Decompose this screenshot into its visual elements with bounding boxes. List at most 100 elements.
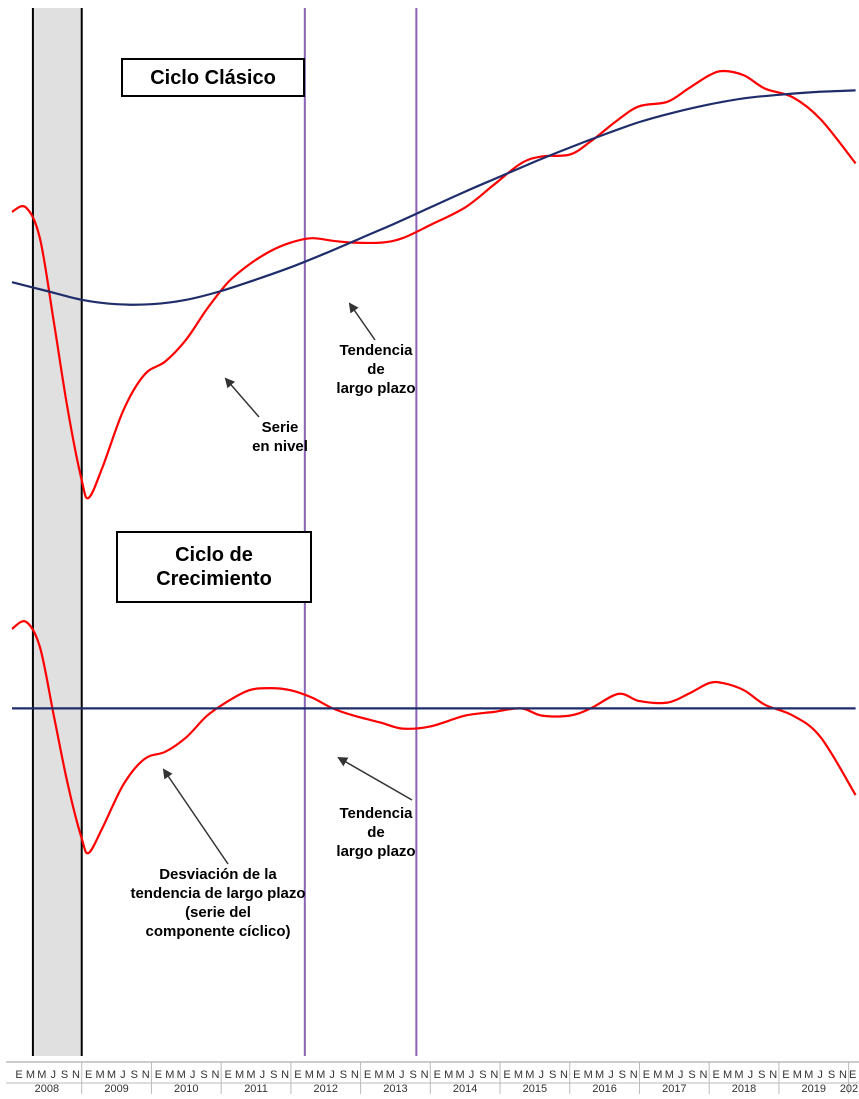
axis-month-label: N — [699, 1069, 707, 1081]
axis-month-label: N — [839, 1069, 847, 1081]
axis-month-label: N — [281, 1069, 289, 1081]
axis-month-label: S — [688, 1069, 695, 1081]
axis-year-label: 2008 — [35, 1083, 59, 1094]
axis-month-label: N — [560, 1069, 568, 1081]
axis-month-label: M — [165, 1069, 174, 1081]
axis-month-label: N — [630, 1069, 638, 1081]
axis-month-label: S — [270, 1069, 277, 1081]
axis-month-label: M — [386, 1069, 395, 1081]
annotation-tendencia-top-line2: de — [367, 361, 385, 378]
axis-year-label: 2018 — [732, 1083, 756, 1094]
axis-month-label: E — [434, 1069, 441, 1081]
annotation-desviacion: Desviación de la tendencia de largo plaz… — [108, 865, 328, 941]
axis-month-label: N — [421, 1069, 429, 1081]
axis-month-label: E — [294, 1069, 301, 1081]
axis-year-label: 2015 — [523, 1083, 547, 1094]
annotation-serie-line2: en nivel — [252, 438, 308, 455]
annotation-tendencia-bottom: Tendencia de largo plazo — [321, 804, 431, 861]
axis-month-label: E — [15, 1069, 22, 1081]
axis-month-label: M — [514, 1069, 523, 1081]
arrow-desviacion — [162, 768, 229, 865]
classic-cycle-series-line — [11, 69, 857, 500]
annotation-tendencia-bottom-line3: largo plazo — [336, 843, 416, 860]
axis-year-label: 2016 — [592, 1083, 616, 1094]
axis-month-label: E — [85, 1069, 92, 1081]
axis-month-label: J — [50, 1069, 56, 1081]
axis-month-label: J — [748, 1069, 754, 1081]
axis-month-label: E — [224, 1069, 231, 1081]
annotation-tendencia-top-line3: largo plazo — [336, 380, 416, 397]
axis-month-label: S — [200, 1069, 207, 1081]
axis-month-label: E — [713, 1069, 720, 1081]
axis-month-label: E — [364, 1069, 371, 1081]
axis-month-label: M — [653, 1069, 662, 1081]
axis-month-label: E — [782, 1069, 789, 1081]
axis-month-label: S — [61, 1069, 68, 1081]
axis-month-label: E — [643, 1069, 650, 1081]
axis-month-label: J — [608, 1069, 614, 1081]
axis-month-label: S — [619, 1069, 626, 1081]
axis-month-label: N — [211, 1069, 219, 1081]
axis-month-label: N — [351, 1069, 359, 1081]
axis-month-label: E — [573, 1069, 580, 1081]
arrow-tendencia-bottom — [337, 757, 413, 801]
annotation-serie-line1: Serie — [261, 419, 299, 436]
axis-year-label: 2011 — [244, 1083, 268, 1094]
axis-month-label: M — [595, 1069, 604, 1081]
annotation-tendencia-bottom-line1: Tendencia — [339, 805, 413, 822]
axis-month-label: S — [131, 1069, 138, 1081]
axis-month-label: M — [374, 1069, 383, 1081]
axis-month-label: M — [444, 1069, 453, 1081]
annotation-arrows — [162, 302, 413, 865]
annotation-tendencia-top: Tendencia de largo plazo — [321, 341, 431, 398]
axis-month-label: S — [758, 1069, 765, 1081]
bottom-panel-title: Ciclo de Crecimiento — [116, 531, 312, 603]
axis-month-label: S — [410, 1069, 417, 1081]
axis-month-label: M — [37, 1069, 46, 1081]
axis-month-label: M — [96, 1069, 105, 1081]
top-panel-title: Ciclo Clásico — [121, 58, 305, 97]
axis-year-label: 2009 — [104, 1083, 128, 1094]
axis-year-label: 2014 — [453, 1083, 477, 1094]
axis-month-label: M — [665, 1069, 674, 1081]
axis-month-label: M — [804, 1069, 813, 1081]
axis-year-label: 2019 — [802, 1083, 826, 1094]
axis-month-label: M — [793, 1069, 802, 1081]
axis-year-label: 2010 — [174, 1083, 198, 1094]
axis-month-label: N — [142, 1069, 150, 1081]
axis-year-label: 2012 — [313, 1083, 337, 1094]
annotation-desviacion-line4: componente cíclico) — [145, 923, 291, 940]
axis-month-label: N — [72, 1069, 80, 1081]
series-layer — [11, 69, 857, 855]
axis-month-label: M — [316, 1069, 325, 1081]
axis-month-label: S — [828, 1069, 835, 1081]
axis-month-label: M — [305, 1069, 314, 1081]
axis-month-label: J — [678, 1069, 684, 1081]
axis-month-label: M — [235, 1069, 244, 1081]
axis-month-label: J — [399, 1069, 405, 1081]
axis-month-label: J — [817, 1069, 823, 1081]
axis-month-label: M — [246, 1069, 255, 1081]
axis-month-label: M — [177, 1069, 186, 1081]
axis-year-label: 2013 — [383, 1083, 407, 1094]
axis-month-label: N — [769, 1069, 777, 1081]
bottom-panel-title-line2: Crecimiento — [156, 568, 272, 590]
axis-month-label: M — [723, 1069, 732, 1081]
axis-month-label: J — [329, 1069, 335, 1081]
axis-month-label: M — [734, 1069, 743, 1081]
axis-month-label: J — [190, 1069, 196, 1081]
axis-year-label: 202 — [840, 1083, 858, 1094]
axis-month-label: J — [120, 1069, 126, 1081]
arrow-tendencia-top — [348, 302, 376, 341]
axis-month-label: E — [849, 1069, 856, 1081]
axis-month-label: E — [503, 1069, 510, 1081]
annotation-tendencia-bottom-line2: de — [367, 824, 385, 841]
axis-month-label: M — [107, 1069, 116, 1081]
axis-month-label: E — [155, 1069, 162, 1081]
axis-year-label: 2017 — [662, 1083, 686, 1094]
axis-month-label: N — [490, 1069, 498, 1081]
classic-trend-line — [11, 89, 856, 306]
